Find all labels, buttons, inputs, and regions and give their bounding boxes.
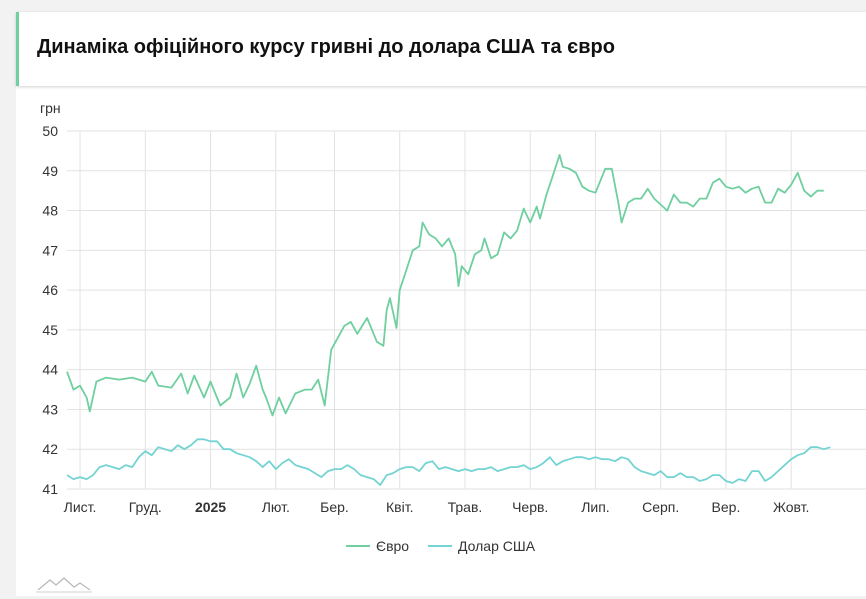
series-line-0 [66, 154, 824, 417]
y-tick-label: 47 [42, 242, 58, 258]
x-tick-label: Груд. [129, 499, 162, 515]
x-tick-label: Трав. [448, 499, 483, 515]
x-tick-label: Лист. [64, 499, 97, 515]
chart-card: Динаміка офіційного курсу гривні до дола… [16, 12, 866, 596]
y-tick-label: 44 [42, 362, 58, 378]
x-tick-label: Лют. [262, 499, 290, 515]
brand-logo [36, 574, 92, 594]
x-tick-label: Лип. [581, 499, 609, 515]
series-line-1 [66, 438, 831, 486]
chart-title: Динаміка офіційного курсу гривні до дола… [37, 36, 615, 58]
chart-header: Динаміка офіційного курсу гривні до дола… [16, 12, 866, 86]
y-axis: 41 42 43 44 45 46 47 48 49 50 [42, 123, 58, 497]
y-tick-label: 41 [42, 481, 58, 497]
y-tick-label: 48 [42, 203, 58, 219]
legend-label: Євро [376, 538, 409, 554]
x-tick-label: Серп. [642, 499, 679, 515]
y-tick-label: 50 [42, 123, 58, 139]
legend-item[interactable]: Долар США [428, 538, 536, 554]
x-tick-label: Бер. [320, 499, 349, 515]
legend-item[interactable]: Євро [346, 538, 409, 554]
y-tick-label: 45 [42, 322, 58, 338]
x-tick-label: Жовт. [773, 499, 809, 515]
y-tick-label: 42 [42, 441, 58, 457]
y-tick-label: 43 [42, 401, 58, 417]
y-tick-label: 49 [42, 163, 58, 179]
x-tick-label: Квіт. [386, 499, 413, 515]
y-tick-label: 46 [42, 282, 58, 298]
grid-lines [67, 130, 866, 490]
mountain-logo-icon [36, 577, 92, 593]
x-tick-label: Черв. [512, 499, 548, 515]
legend[interactable]: Євро Долар США [346, 538, 536, 554]
series-lines [66, 154, 831, 486]
x-axis: Лист. Груд. 2025 Лют. Бер. Квіт. Трав. Черв. Лип… [64, 499, 810, 515]
x-tick-label: 2025 [195, 499, 226, 515]
y-axis-label: грн [40, 100, 61, 116]
legend-label: Долар США [458, 538, 536, 554]
x-tick-label: Вер. [712, 499, 741, 515]
